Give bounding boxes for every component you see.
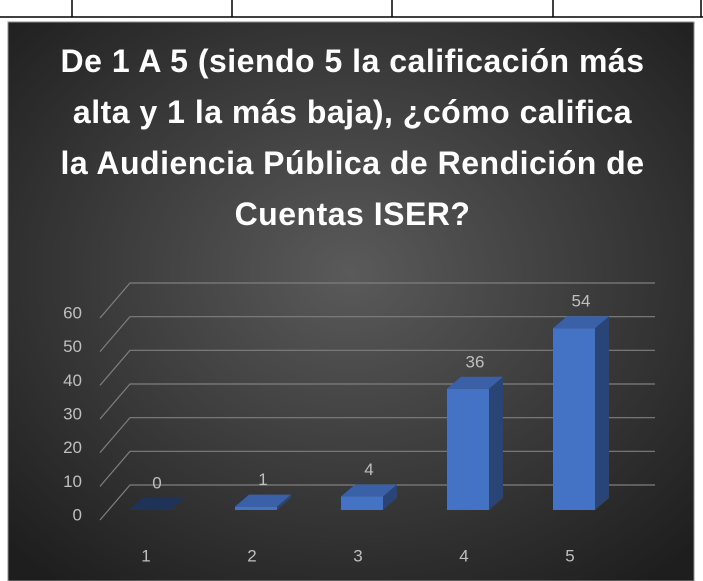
y-tick-label: 60 xyxy=(63,303,82,322)
bar xyxy=(341,496,383,510)
bar xyxy=(447,388,489,510)
y-tick-label: 40 xyxy=(63,371,82,390)
grid-line xyxy=(99,316,655,353)
grid-line xyxy=(99,349,655,386)
x-tick-label: 1 xyxy=(141,546,150,565)
data-label: 54 xyxy=(572,292,591,311)
bar-side xyxy=(277,494,291,510)
bar xyxy=(553,328,595,510)
y-tick-label: 10 xyxy=(63,472,82,491)
bar-side xyxy=(489,376,503,510)
bar-top xyxy=(341,484,397,497)
data-label: 36 xyxy=(466,352,485,371)
data-label: 4 xyxy=(364,460,373,479)
x-tick-label: 5 xyxy=(565,546,574,565)
bar xyxy=(235,506,277,510)
bar-side xyxy=(595,316,609,510)
bar-side xyxy=(383,484,397,510)
chart-title: De 1 A 5 (siendo 5 la calificación más a… xyxy=(60,43,645,232)
bar-top xyxy=(129,498,185,510)
x-tick-label: 2 xyxy=(247,546,256,565)
x-tick-label: 3 xyxy=(353,546,362,565)
bar-top xyxy=(235,494,291,507)
y-tick-label: 30 xyxy=(63,404,82,423)
y-tick-label: 0 xyxy=(73,505,82,524)
grid-line xyxy=(99,282,655,319)
y-tick-label: 20 xyxy=(63,438,82,457)
table-fragment xyxy=(0,0,703,18)
y-tick-label: 50 xyxy=(63,337,82,356)
data-label: 0 xyxy=(152,473,161,492)
bar-top xyxy=(553,316,609,329)
x-tick-label: 4 xyxy=(459,546,468,565)
data-label: 1 xyxy=(258,470,267,489)
bar-top xyxy=(447,376,503,389)
